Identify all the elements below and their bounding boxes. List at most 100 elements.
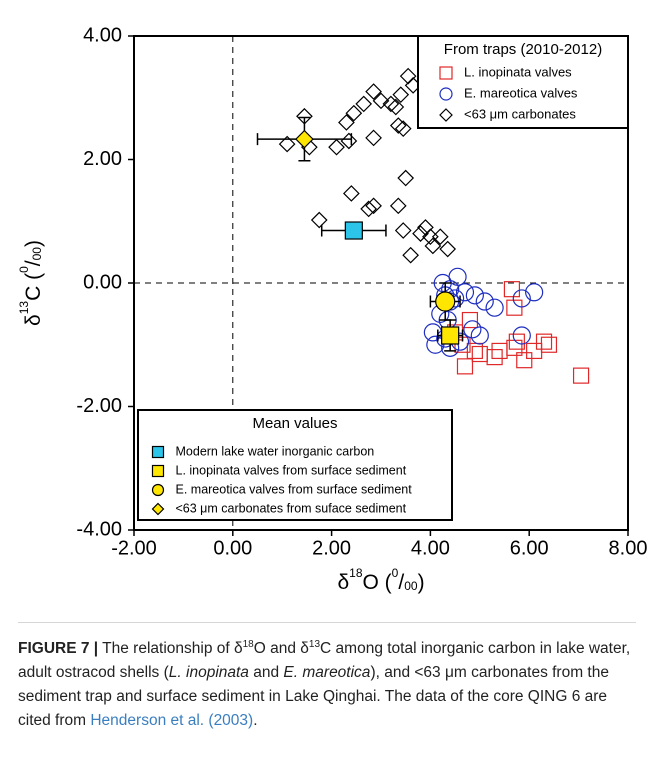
- x-axis-label-part: O (: [363, 571, 392, 594]
- y-tick-label: -4.00: [76, 518, 122, 540]
- square-marker: [151, 464, 165, 478]
- diamond-marker: [389, 197, 407, 215]
- square-marker: [461, 311, 479, 329]
- diamond-marker: [360, 200, 377, 218]
- y-tick-label: -2.00: [76, 395, 122, 417]
- caption-text: 18: [242, 638, 254, 650]
- y-axis-label-part: 13: [17, 301, 31, 315]
- legend-label: L. inopinata valves: [464, 64, 572, 79]
- diamond-marker: [328, 138, 345, 156]
- figure-caption: FIGURE 7 | The relationship of δ18O and …: [18, 622, 636, 733]
- square-marker: [535, 333, 553, 350]
- square-marker: [572, 367, 590, 384]
- circle-marker: [512, 289, 531, 308]
- y-tick-label: 2.00: [83, 148, 122, 170]
- plot-frame: [133, 35, 629, 531]
- square-marker: [506, 299, 523, 316]
- y-axis-label-part: C (: [22, 273, 45, 301]
- diamond-marker: [389, 117, 407, 134]
- x-axis-label-part: 00: [404, 579, 418, 593]
- diamond-marker: [365, 129, 382, 147]
- caption-text[interactable]: Henderson et al. (2003): [90, 712, 254, 729]
- legend-label: Modern lake water inorganic carbon: [176, 444, 375, 458]
- y-tick-label: 4.00: [83, 24, 122, 46]
- diamond-marker: [439, 108, 453, 122]
- x-axis-label: δ18O (0/00): [337, 566, 424, 593]
- square-marker: [456, 358, 474, 375]
- x-axis-label-part: ): [418, 571, 425, 594]
- legend-label: <63 μm carbonates: [464, 106, 576, 121]
- x-tick-label: 8.00: [609, 537, 648, 559]
- diamond-marker: [387, 98, 405, 116]
- chart: -2.00 0.00 2.00 4.00 6.00 8.00-4.00-2.000.002…: [17, 24, 648, 593]
- caption-text: FIGURE 7 |: [18, 640, 99, 657]
- y-axis-label-part: 00: [30, 247, 44, 261]
- y-axis-label-part: 0: [17, 266, 31, 273]
- diamond-marker: [394, 222, 412, 239]
- circle-marker: [151, 483, 165, 497]
- diamond-marker: [345, 104, 363, 122]
- diamond-marker: [412, 225, 429, 242]
- diamond-marker: [310, 211, 328, 229]
- square-marker: [491, 342, 508, 360]
- square-marker: [441, 326, 460, 345]
- circle-marker: [426, 335, 445, 354]
- diamond-marker: [278, 135, 296, 153]
- x-axis-label-part: 18: [349, 566, 363, 580]
- caption-text: ), and <63 μm carbonates from the sedime…: [18, 664, 609, 729]
- legend-title: From traps (2010-2012): [444, 41, 602, 58]
- caption-text: .: [253, 712, 258, 729]
- circle-marker: [465, 286, 484, 305]
- circle-marker: [470, 326, 489, 345]
- circle-marker: [475, 292, 494, 311]
- legend-label: E. mareotica valves: [464, 85, 578, 100]
- caption-text: O and δ: [253, 640, 309, 657]
- diamond-marker: [365, 197, 382, 215]
- legend-box: [137, 409, 453, 521]
- x-axis-label-part: 0: [392, 566, 399, 580]
- diamond-marker: [431, 228, 449, 246]
- square-marker: [471, 345, 488, 363]
- diamond-marker: [402, 246, 419, 264]
- caption-text: L. inopinata: [168, 664, 249, 681]
- circle-marker: [525, 283, 544, 302]
- square-marker: [439, 66, 453, 80]
- diamond-marker: [397, 169, 415, 187]
- square-marker: [540, 336, 558, 353]
- legend-label: L. inopinata valves from surface sedimen…: [176, 463, 407, 477]
- y-axis-label-part: ): [22, 240, 45, 247]
- diamond-marker: [382, 95, 400, 113]
- diamond-marker: [372, 92, 390, 110]
- caption-text: E. mareotica: [283, 664, 371, 681]
- diamond-marker: [343, 185, 360, 202]
- caption-text: The relationship of δ: [98, 640, 243, 657]
- x-axis-label-part: /: [398, 571, 404, 594]
- square-marker: [503, 281, 521, 298]
- caption-text: and: [248, 664, 284, 681]
- x-tick-label: 6.00: [510, 537, 549, 559]
- diamond-marker: [417, 219, 434, 236]
- square-marker: [486, 349, 503, 366]
- diamond-marker: [355, 95, 373, 113]
- diamond-marker: [151, 502, 165, 516]
- diamond-marker: [295, 129, 314, 149]
- square-marker: [526, 342, 543, 360]
- square-marker: [466, 342, 483, 360]
- x-tick-label: -2.00: [111, 537, 157, 559]
- diamond-marker: [399, 67, 417, 85]
- circle-marker: [435, 291, 456, 312]
- square-marker: [508, 333, 525, 350]
- legend-label: E. mareotica valves from surface sedimen…: [176, 482, 413, 496]
- circle-marker: [463, 320, 482, 339]
- x-axis-label-part: δ: [337, 571, 349, 594]
- circle-marker: [448, 267, 467, 286]
- square-marker: [516, 352, 533, 369]
- legend-box: [417, 35, 629, 129]
- legend-title: Mean values: [252, 415, 337, 432]
- circle-marker: [485, 298, 504, 317]
- circle-marker: [455, 283, 475, 302]
- circle-marker: [439, 87, 453, 101]
- square-marker: [344, 221, 363, 240]
- x-tick-label: 0.00: [213, 537, 252, 559]
